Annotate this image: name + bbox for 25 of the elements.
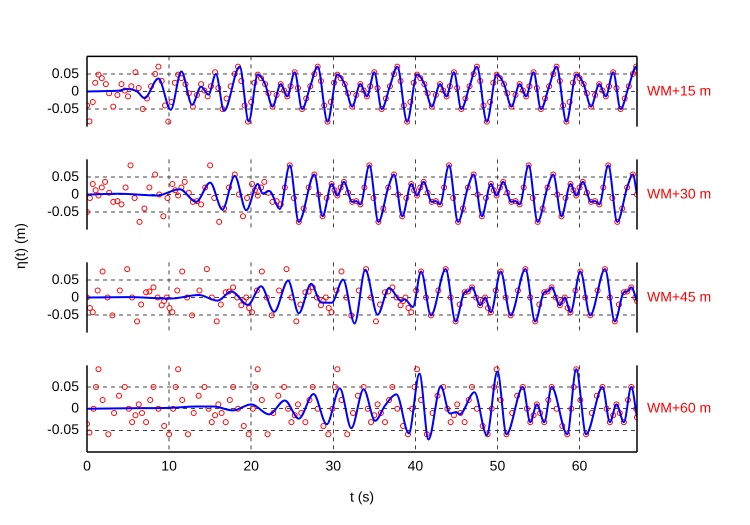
y-tick-label: 0.05 [52,168,80,184]
y-axis-title: η(t) (m) [12,223,28,269]
y-tick-label: -0.05 [47,421,80,438]
text: WM+15 m [647,82,712,98]
y-tick-label: -0.05 [47,202,80,219]
text: WM+45 m [647,288,712,304]
y-tick-label: 0.05 [52,270,80,287]
y-tick-label: 0 [71,185,80,202]
x-tick-label: 0 [83,457,92,474]
y-tick-label: -0.05 [47,306,80,322]
x-tick-label: 20 [243,457,260,474]
x-tick-label: 40 [408,457,424,474]
y-tick-label: 0 [71,400,80,416]
x-axis-title: t (s) [350,488,374,504]
y-tick-label: 0 [71,82,80,98]
text: WM+60 m [647,400,712,416]
x-tick-label: 10 [161,457,178,474]
x-tick-label: 30 [325,457,342,474]
y-tick-label: -0.05 [47,100,80,116]
x-tick-label: 60 [572,457,588,474]
x-tick-label: 50 [490,457,506,474]
y-tick-label: 0 [71,288,80,304]
text: WM+30 m [647,185,712,202]
y-tick-label: 0.05 [52,64,80,81]
y-tick-label: 0.05 [52,378,80,394]
